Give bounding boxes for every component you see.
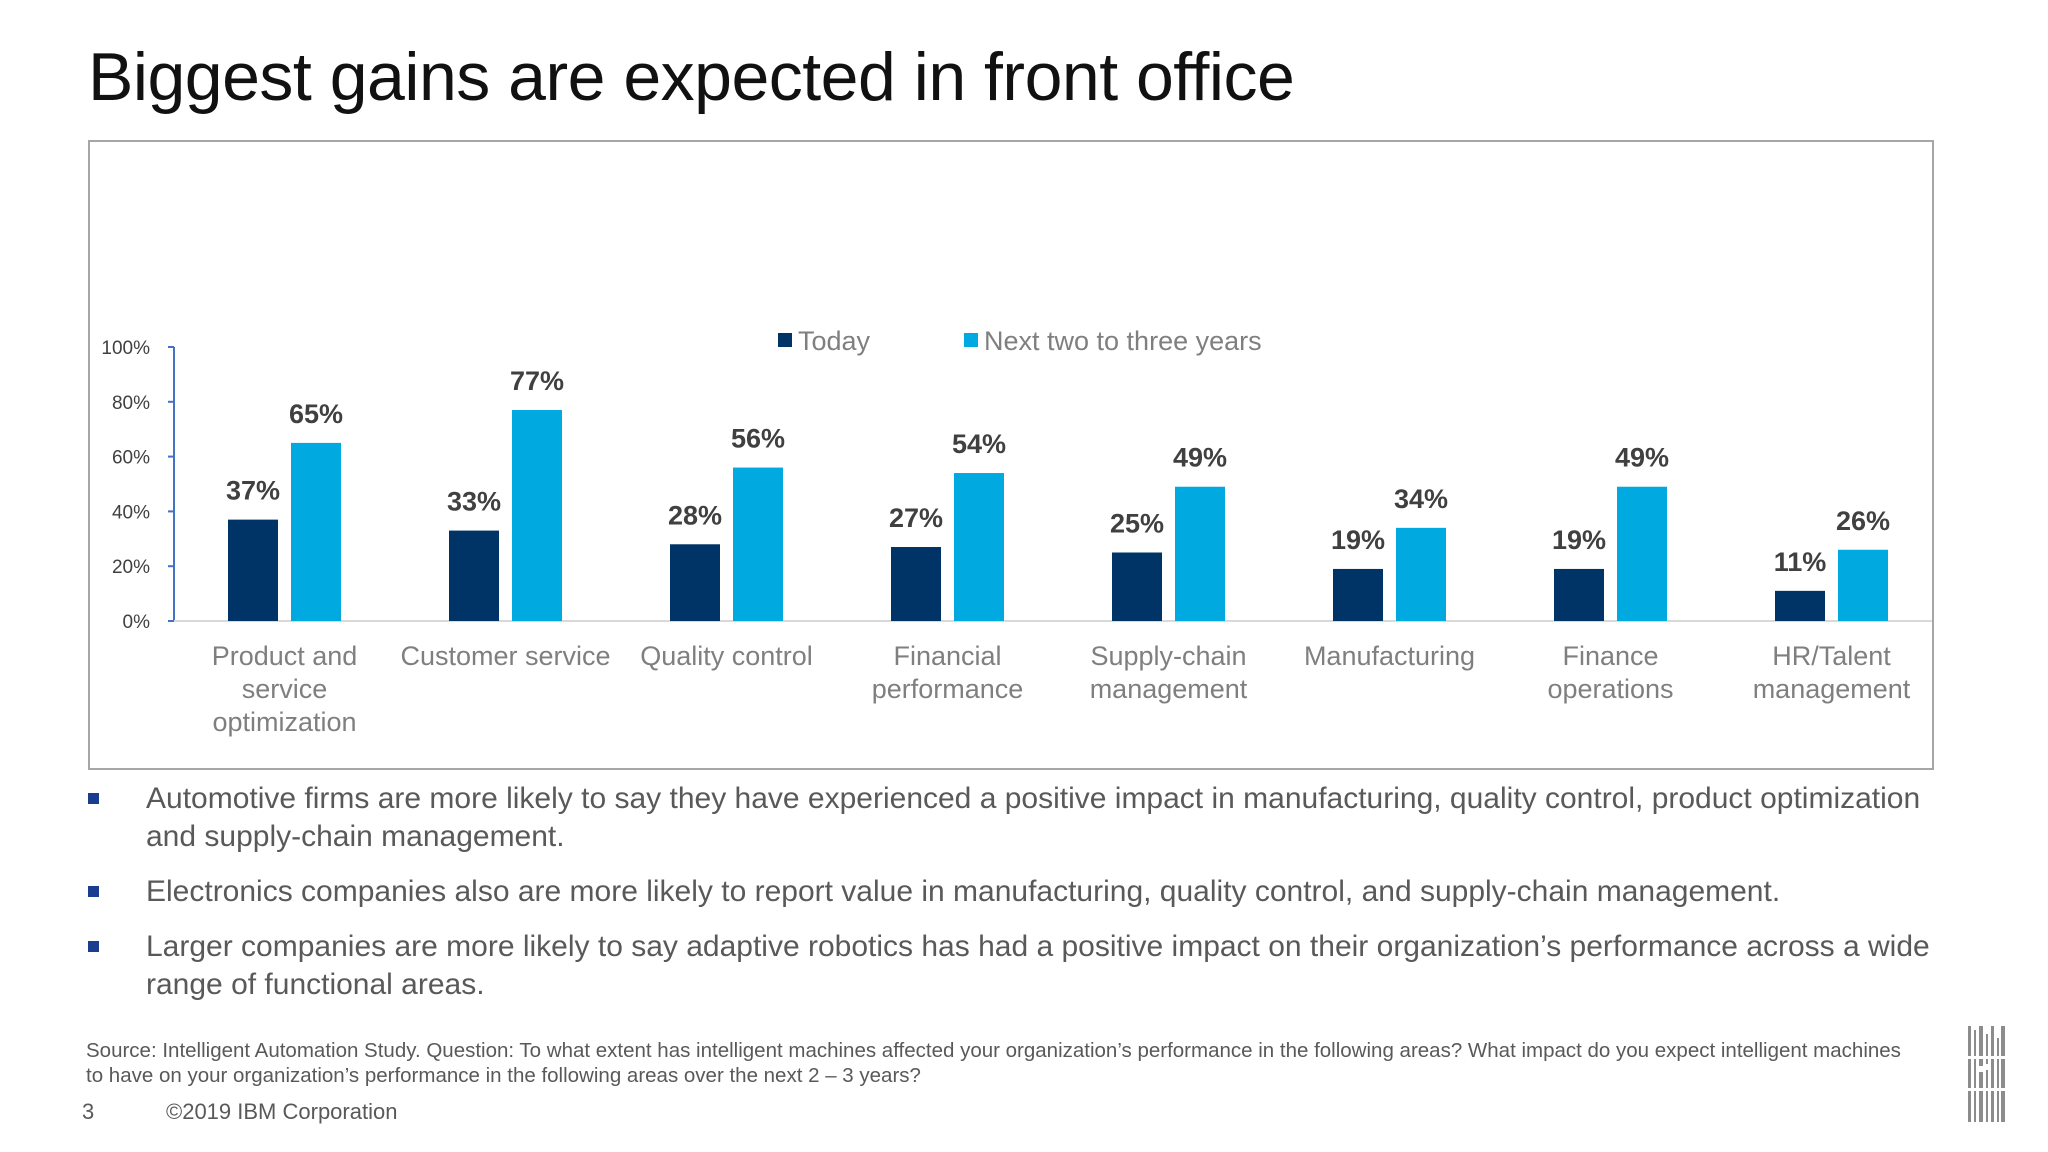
bar-today xyxy=(228,519,278,621)
x-category-label: HR/Talent xyxy=(1772,641,1891,671)
slide-title: Biggest gains are expected in front offi… xyxy=(88,39,1295,115)
data-label: 19% xyxy=(1552,525,1606,555)
bar-next-years xyxy=(954,473,1004,621)
y-tick-label: 0% xyxy=(123,612,151,633)
legend-swatch-today xyxy=(778,333,792,347)
x-category-label: management xyxy=(1090,674,1248,704)
chart-frame: 0% 20% 40% 60% 80% 100% 37% 65% Product and servi… xyxy=(88,140,1934,770)
bullet-item: Automotive firms are more likely to say … xyxy=(88,780,1948,856)
data-label: 65% xyxy=(289,399,343,429)
data-label: 34% xyxy=(1394,484,1448,514)
bar-next-years xyxy=(1617,486,1667,621)
data-label: 28% xyxy=(668,500,722,530)
bar-today xyxy=(1775,590,1825,621)
x-category-label: service xyxy=(242,674,328,704)
y-tick-label: 80% xyxy=(112,393,150,414)
bullet-square-icon xyxy=(88,793,99,804)
y-tick-label: 100% xyxy=(101,338,150,359)
data-label: 56% xyxy=(731,424,785,454)
bar-today xyxy=(1554,568,1604,621)
data-label: 11% xyxy=(1774,547,1827,577)
x-category-label: Quality control xyxy=(640,641,813,671)
source-note: Source: Intelligent Automation Study. Qu… xyxy=(86,1039,1901,1087)
bar-next-years xyxy=(733,467,783,621)
bullet-square-icon xyxy=(88,941,99,952)
bar-next-years xyxy=(1838,549,1888,621)
data-label: 33% xyxy=(447,487,501,517)
bullet-square-icon xyxy=(88,886,99,897)
data-label: 27% xyxy=(889,503,943,533)
bullet-text: Larger companies are more likely to say … xyxy=(146,930,1930,1001)
x-category-label: Product and xyxy=(212,641,358,671)
x-category-label: operations xyxy=(1547,674,1673,704)
bar-today xyxy=(891,547,941,621)
bullet-list: Automotive firms are more likely to say … xyxy=(88,780,1948,1021)
bar-today xyxy=(670,544,720,621)
bar-next-years xyxy=(1175,486,1225,621)
data-label: 26% xyxy=(1836,506,1890,536)
x-category-label: Manufacturing xyxy=(1304,641,1475,671)
bullet-text: Electronics companies also are more like… xyxy=(146,875,1781,908)
bar-today xyxy=(1333,568,1383,621)
bullet-text: Automotive firms are more likely to say … xyxy=(146,782,1921,853)
x-category-label: Finance xyxy=(1562,641,1658,671)
bullet-item: Larger companies are more likely to say … xyxy=(88,928,1948,1004)
x-category-label: management xyxy=(1753,674,1911,704)
ibm-logo xyxy=(1968,1026,2006,1127)
data-label: 49% xyxy=(1173,443,1227,473)
bar-today xyxy=(449,530,499,621)
data-label: 54% xyxy=(952,429,1006,459)
data-label: 25% xyxy=(1110,509,1164,539)
x-category-label: performance xyxy=(872,674,1024,704)
data-label: 77% xyxy=(510,366,564,396)
bar-next-years xyxy=(291,442,341,621)
bar-next-years xyxy=(512,410,562,621)
legend-label: Today xyxy=(798,326,871,356)
ibm-logo-icon xyxy=(1968,1026,2005,1122)
page-number: 3 xyxy=(82,1099,95,1124)
x-category-label: Customer service xyxy=(400,641,610,671)
data-label: 37% xyxy=(226,476,280,506)
legend-label: Next two to three years xyxy=(984,326,1262,356)
y-tick-label: 40% xyxy=(112,502,150,523)
data-label: 49% xyxy=(1615,443,1669,473)
data-label: 19% xyxy=(1331,525,1385,555)
legend-swatch-next-years xyxy=(964,333,978,347)
bullet-item: Electronics companies also are more like… xyxy=(88,873,1948,911)
x-category-label: Financial xyxy=(893,641,1001,671)
copyright: ©2019 IBM Corporation xyxy=(166,1099,398,1124)
bar-next-years xyxy=(1396,527,1446,621)
bar-today xyxy=(1112,552,1162,621)
bar-chart: 0% 20% 40% 60% 80% 100% 37% 65% Product andservi… xyxy=(101,326,1932,737)
y-tick-label: 60% xyxy=(112,448,150,469)
y-tick-label: 20% xyxy=(112,557,150,578)
x-category-label: Supply-chain xyxy=(1090,641,1246,671)
x-category-label: optimization xyxy=(212,707,356,737)
